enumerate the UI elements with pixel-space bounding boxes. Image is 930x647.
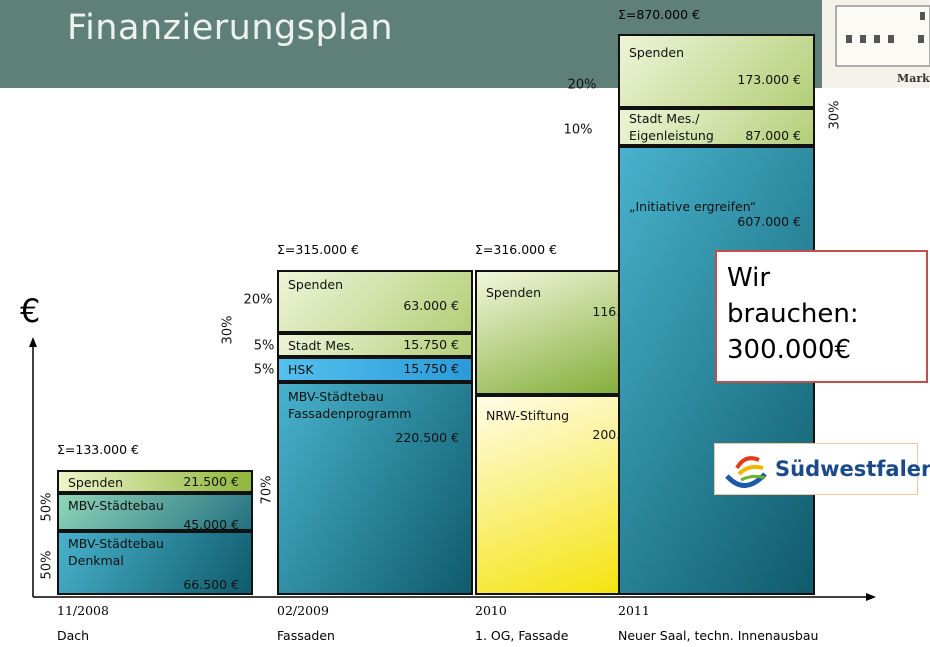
segment-name: HSK: [288, 361, 314, 378]
segment-amount: 63.000 €: [403, 298, 459, 313]
column-label: 1. OG, Fassade: [475, 628, 568, 643]
percent-label: 30%: [221, 316, 236, 345]
segment-name-line: MBV-Städtebau: [68, 535, 164, 552]
column-total: Σ=870.000 €: [618, 7, 700, 22]
column-date: 02/2009: [277, 603, 329, 618]
segment: Stadt Mes./Eigenleistung 87.000 €: [618, 108, 815, 146]
callout-line: 300.000€: [727, 332, 916, 368]
segment-name: Spenden: [288, 276, 343, 293]
percent-label: 70%: [260, 476, 275, 505]
segment-name: NRW-Stiftung: [486, 407, 569, 424]
percent-label: 50%: [40, 493, 55, 522]
column-date: 11/2008: [57, 603, 109, 618]
segment-name-line: MBV-Städtebau: [288, 388, 411, 405]
percent-label: 5%: [254, 363, 275, 378]
column-label: Dach: [57, 628, 89, 643]
segment-amount: 21.500 €: [183, 474, 239, 489]
segment-amount: 87.000 €: [745, 128, 801, 143]
segment-name-line: Spenden: [68, 474, 123, 491]
segment-name: Stadt Mes.: [288, 337, 354, 354]
percent-label: 10%: [564, 123, 593, 138]
percent-label: 5%: [254, 339, 275, 354]
axis-symbol: €: [20, 292, 40, 330]
logo-icon: [719, 444, 771, 494]
segment-name-line: Fassadenprogramm: [288, 405, 411, 422]
slide: Finanzierungsplan Markes € Σ=133.000 €11…: [0, 0, 930, 647]
segment-name-line: NRW-Stiftung: [486, 407, 569, 424]
segment-name-line: MBV-Städtebau: [68, 497, 164, 514]
percent-label: 20%: [568, 78, 597, 93]
segment-name-line: HSK: [288, 361, 314, 378]
logo: Südwestfalen: [714, 443, 918, 495]
segment: Spenden 173.000 €: [618, 34, 815, 108]
percent-label: 20%: [244, 293, 273, 308]
column-date: 2010: [475, 603, 507, 618]
logo-text: Südwestfalen: [775, 457, 930, 481]
segment-name-line: Spenden: [288, 276, 343, 293]
segment: MBV-Städtebau 45.000 €: [57, 493, 253, 531]
segment-name-line: Spenden: [629, 44, 684, 61]
column-date: 2011: [618, 603, 650, 618]
segment-name: MBV-Städtebau: [68, 497, 164, 514]
segment-name-line: Spenden: [486, 284, 541, 301]
segment-name-line: Stadt Mes./: [629, 110, 714, 127]
segment: Spenden 63.000 €: [277, 270, 473, 333]
segment-name: Spenden: [629, 44, 684, 61]
segment-name-line: Stadt Mes.: [288, 337, 354, 354]
percent-label: 50%: [40, 551, 55, 580]
segment-amount: 15.750 €: [403, 361, 459, 376]
segment-name: Spenden: [68, 474, 123, 491]
segment-name: „Initiative ergreifen“: [629, 198, 756, 215]
column-total: Σ=315.000 €: [277, 242, 359, 257]
segment-amount: 15.750 €: [403, 337, 459, 352]
callout-line: brauchen:: [727, 296, 916, 332]
segment-amount: 45.000 €: [183, 517, 239, 532]
segment: Stadt Mes. 15.750 €: [277, 333, 473, 357]
segment-name: Spenden: [486, 284, 541, 301]
column-total: Σ=133.000 €: [57, 442, 139, 457]
segment-amount: 66.500 €: [183, 577, 239, 592]
column-label: Fassaden: [277, 628, 335, 643]
segment-amount: 220.500 €: [395, 430, 459, 445]
segment-name-line: „Initiative ergreifen“: [629, 198, 756, 215]
percent-label: 30%: [828, 101, 843, 130]
segment-name-line: Denkmal: [68, 552, 164, 569]
segment-name: Stadt Mes./Eigenleistung: [629, 110, 714, 144]
segment: HSK 15.750 €: [277, 357, 473, 382]
column-total: Σ=316.000 €: [475, 242, 557, 257]
column-label: Neuer Saal, techn. Innenausbau: [618, 628, 818, 643]
segment-name-line: Eigenleistung: [629, 127, 714, 144]
callout-line: Wir: [727, 260, 916, 296]
segment-amount: 173.000 €: [737, 72, 801, 87]
segment: Spenden 21.500 €: [57, 470, 253, 493]
segment-amount: 607.000 €: [737, 214, 801, 229]
